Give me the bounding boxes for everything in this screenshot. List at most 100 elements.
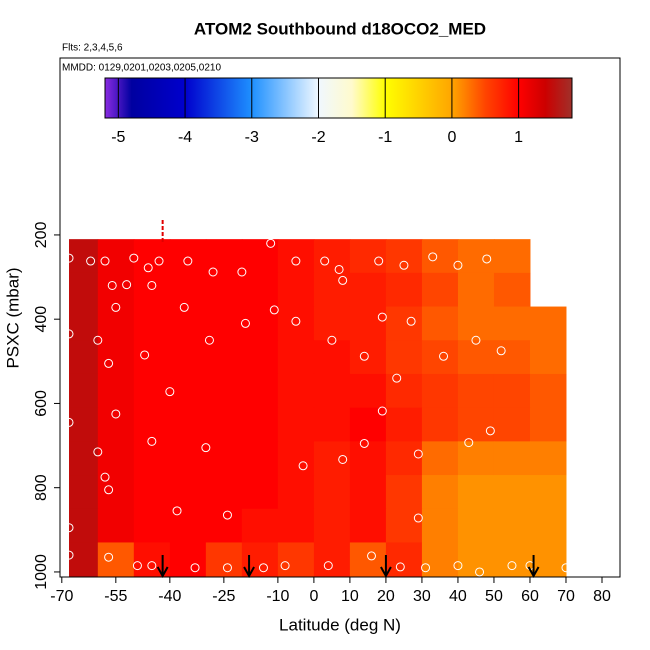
observation-point	[413, 513, 423, 523]
heat-cell	[97, 508, 135, 543]
heat-cell	[349, 542, 387, 577]
observation-point	[377, 406, 387, 416]
heat-cell	[421, 306, 459, 341]
heat-cell	[313, 475, 351, 510]
heat-cell	[169, 239, 207, 274]
heat-cell	[529, 441, 567, 476]
observation-point	[377, 312, 387, 322]
heat-cell	[277, 542, 315, 577]
observation-point	[338, 454, 348, 464]
heat-cell	[69, 373, 99, 409]
observation-point	[143, 263, 153, 273]
plot-frame	[59, 57, 621, 578]
observation-point	[359, 438, 369, 448]
heat-cell	[69, 475, 99, 510]
observation-point	[269, 305, 279, 315]
x-tick-label: 60	[521, 588, 539, 605]
heat-cell	[385, 340, 423, 375]
observation-point	[453, 561, 463, 571]
heat-cell	[69, 441, 99, 476]
observation-point	[204, 335, 214, 345]
heat-cell	[349, 508, 387, 543]
observation-point	[190, 563, 200, 573]
observation-point	[320, 256, 330, 266]
heat-cell	[205, 306, 243, 341]
heat-cell	[349, 239, 387, 274]
heat-cell	[241, 373, 279, 409]
observation-point	[93, 335, 103, 345]
heat-cell	[205, 508, 243, 543]
heat-cell	[313, 542, 351, 577]
heat-cell	[349, 272, 387, 308]
heat-cell	[241, 542, 279, 577]
colorbar-tick-label: -2	[311, 129, 325, 146]
observation-point	[291, 256, 301, 266]
observation-point	[93, 447, 103, 457]
heat-cell	[277, 475, 315, 510]
heat-cell	[385, 239, 423, 274]
heat-cell	[241, 340, 279, 375]
observation-point	[496, 346, 506, 356]
x-tick-label: 40	[449, 588, 467, 605]
heat-cell	[133, 441, 171, 476]
heat-cell	[97, 441, 135, 476]
observation-point	[183, 256, 193, 266]
heat-cell	[277, 441, 315, 476]
observation-point	[392, 373, 402, 383]
arrow-head	[380, 566, 392, 579]
heat-cell	[313, 340, 351, 375]
heat-cell	[69, 542, 99, 577]
observation-point	[100, 256, 110, 266]
heat-cell	[169, 272, 207, 308]
heat-cell	[169, 407, 207, 442]
heat-cell	[493, 340, 531, 375]
heat-cell	[385, 441, 423, 476]
observation-point	[100, 472, 110, 482]
heat-cell	[421, 508, 459, 543]
observation-point	[323, 561, 333, 571]
observation-point	[482, 254, 492, 264]
heat-cell	[97, 542, 135, 577]
heat-cell	[169, 306, 207, 341]
x-tick-label: -40	[158, 588, 181, 605]
heat-cell	[205, 542, 243, 577]
observation-point	[334, 264, 344, 274]
heat-cell	[205, 272, 243, 308]
heat-cell	[385, 373, 423, 409]
heat-cell	[241, 239, 279, 274]
observation-point	[179, 302, 189, 312]
observation-point	[413, 449, 423, 459]
heat-cell	[277, 306, 315, 341]
heat-cell	[457, 407, 495, 442]
observation-point	[464, 438, 474, 448]
heat-cell	[493, 239, 531, 274]
x-tick-label: 70	[557, 588, 575, 605]
observation-point	[201, 443, 211, 453]
heat-cell	[313, 272, 351, 308]
observation-point	[104, 358, 114, 368]
observation-point	[428, 252, 438, 262]
x-tick-label: -25	[212, 588, 235, 605]
x-tick-label: -55	[104, 588, 127, 605]
observation-point	[86, 256, 96, 266]
heat-cell	[313, 407, 351, 442]
observation-point	[485, 426, 495, 436]
heat-cell	[241, 407, 279, 442]
observation-point	[395, 562, 405, 572]
heat-cell	[133, 373, 171, 409]
observation-point	[107, 280, 117, 290]
heat-cell	[97, 239, 135, 274]
observation-point	[222, 563, 232, 573]
observation-point	[258, 563, 268, 573]
arrow-head	[527, 566, 540, 579]
heat-cell	[493, 272, 531, 308]
heat-cell	[277, 340, 315, 375]
observation-point	[222, 510, 232, 520]
observation-point	[122, 280, 132, 290]
observation-point	[406, 316, 416, 326]
heat-cell	[493, 373, 531, 409]
colorbar-tick-label: -1	[378, 129, 392, 146]
arrow-head	[243, 566, 255, 579]
heat-cell	[241, 306, 279, 341]
heat-cell	[421, 441, 459, 476]
